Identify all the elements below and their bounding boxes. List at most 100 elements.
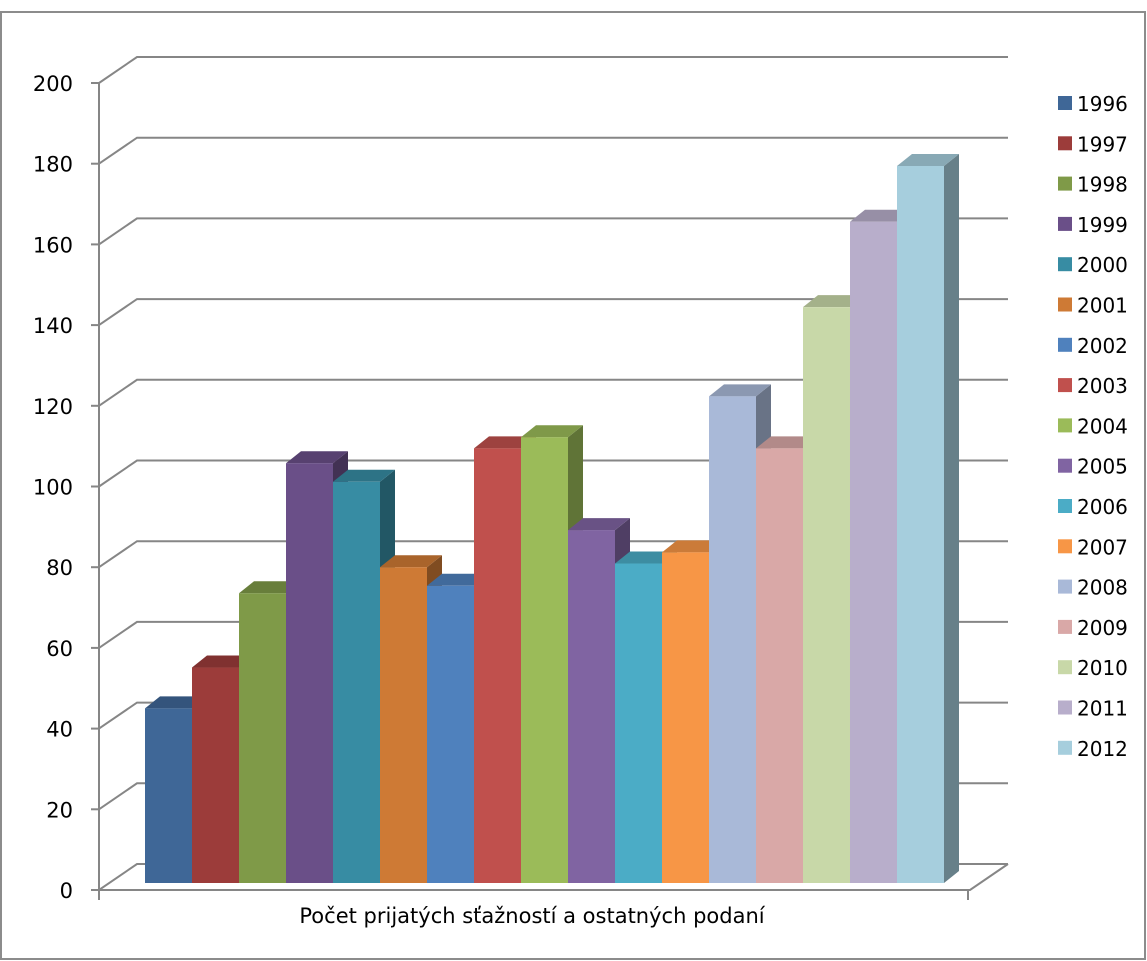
bar-top xyxy=(192,655,254,668)
legend-label: 2001 xyxy=(1077,294,1128,318)
x-axis-label: Počet prijatých sťažností a ostatných po… xyxy=(299,904,765,928)
bar-front xyxy=(615,563,662,883)
bar-front xyxy=(756,448,803,883)
bar-top xyxy=(333,469,395,482)
axes xyxy=(91,82,1009,900)
bar-top xyxy=(286,451,348,464)
bar-top xyxy=(897,154,959,167)
bar-front xyxy=(192,667,239,883)
legend-swatch xyxy=(1058,136,1072,151)
legend-label: 1996 xyxy=(1077,92,1128,116)
legend-item: 2010 xyxy=(1058,656,1128,680)
y-tick-label: 60 xyxy=(46,637,73,661)
legend-swatch xyxy=(1058,216,1072,231)
legend-swatch xyxy=(1058,660,1072,675)
y-tick-label: 120 xyxy=(33,395,73,419)
legend-item: 2000 xyxy=(1058,253,1128,277)
bar-top xyxy=(239,581,301,594)
gridline xyxy=(98,217,1008,246)
legend-label: 2012 xyxy=(1077,737,1128,761)
y-tick-label: 80 xyxy=(46,556,73,580)
y-tick-label: 200 xyxy=(33,72,73,96)
legend-item: 2004 xyxy=(1058,414,1128,438)
bar-2003 xyxy=(474,436,536,883)
bar-side xyxy=(944,154,959,883)
legend-item: 2005 xyxy=(1058,455,1128,479)
legend-label: 2003 xyxy=(1077,374,1128,398)
legend-swatch xyxy=(1058,499,1072,513)
bar-top xyxy=(568,518,630,531)
bar-top xyxy=(474,436,536,449)
bar-front xyxy=(850,221,897,884)
y-tick-label: 140 xyxy=(33,314,73,338)
legend-label: 2010 xyxy=(1077,656,1128,680)
bar-front xyxy=(333,481,380,883)
legend-swatch xyxy=(1058,418,1072,433)
y-tick-label: 180 xyxy=(33,153,73,177)
legend-swatch xyxy=(1058,458,1072,473)
legend-swatch xyxy=(1058,176,1072,191)
bar-2012 xyxy=(897,154,959,883)
bar-top xyxy=(380,555,442,568)
bar-front xyxy=(709,396,756,883)
bar-top xyxy=(756,436,818,449)
legend-item: 2007 xyxy=(1058,535,1128,559)
legend-swatch xyxy=(1058,96,1072,110)
bar-front xyxy=(380,567,427,883)
legend-swatch xyxy=(1058,337,1072,352)
legend-item: 2001 xyxy=(1058,294,1128,318)
x-axis-line xyxy=(99,863,1009,891)
legend-swatch xyxy=(1058,619,1072,634)
legend-label: 2009 xyxy=(1077,616,1128,640)
bar-top xyxy=(803,295,865,308)
gridline xyxy=(98,136,1008,165)
legend-label: 2008 xyxy=(1077,576,1128,600)
legend-item: 1996 xyxy=(1058,92,1128,116)
y-tick-labels: 0 20 40 60 80 100 120 140 160 180 200 xyxy=(33,72,73,903)
legend-swatch xyxy=(1058,378,1072,393)
bar-front xyxy=(803,307,850,883)
legend-item: 2002 xyxy=(1058,334,1128,358)
bars xyxy=(145,154,959,884)
legend-item: 1998 xyxy=(1058,173,1128,197)
legend: 1996 1997 1998 1999 2000 2001 2002 2003 2004 2005… xyxy=(1058,92,1128,761)
gridline xyxy=(98,378,1008,407)
legend-swatch xyxy=(1058,700,1072,715)
legend-item: 2008 xyxy=(1058,576,1128,600)
bar-top xyxy=(145,696,207,709)
bar-top xyxy=(521,425,583,438)
legend-item: 1997 xyxy=(1058,132,1128,156)
y-tick-label: 0 xyxy=(60,879,73,903)
gridline xyxy=(98,298,1008,326)
bar-front xyxy=(286,463,333,883)
y-tick-label: 100 xyxy=(33,476,73,500)
legend-swatch xyxy=(1058,297,1072,312)
bar-top xyxy=(427,573,489,586)
legend-label: 2004 xyxy=(1077,414,1128,438)
legend-label: 1998 xyxy=(1077,173,1128,197)
bar-front xyxy=(662,552,709,883)
legend-item: 2009 xyxy=(1058,616,1128,640)
y-tick-label: 40 xyxy=(46,718,73,742)
legend-swatch xyxy=(1058,539,1072,554)
y-tick-label: 160 xyxy=(33,233,73,257)
bar-top xyxy=(709,384,771,397)
legend-label: 1999 xyxy=(1077,213,1128,237)
legend-swatch xyxy=(1058,740,1072,755)
legend-item: 2012 xyxy=(1058,737,1128,761)
legend-swatch xyxy=(1058,579,1072,594)
legend-label: 2005 xyxy=(1077,455,1128,479)
bar-front xyxy=(427,585,474,883)
legend-item: 2011 xyxy=(1058,697,1128,721)
legend-swatch xyxy=(1058,257,1072,272)
bar-front xyxy=(474,448,521,883)
gridline xyxy=(98,56,1008,84)
legend-label: 2011 xyxy=(1077,697,1128,721)
legend-item: 1999 xyxy=(1058,213,1128,237)
legend-label: 2000 xyxy=(1077,253,1128,277)
bar-front xyxy=(145,708,192,883)
bar-top xyxy=(615,551,677,564)
legend-item: 2003 xyxy=(1058,374,1128,398)
